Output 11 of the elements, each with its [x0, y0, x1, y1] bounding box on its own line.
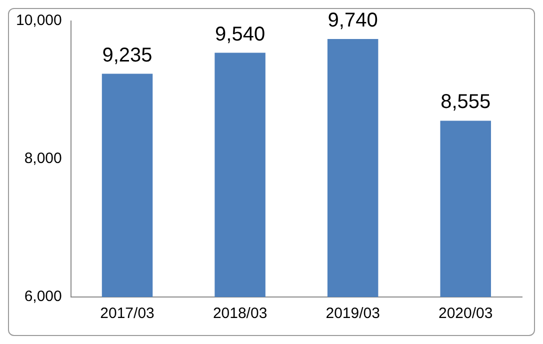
x-tick-label: 2020/03	[438, 305, 493, 322]
y-tick-label: 8,000	[24, 150, 62, 168]
data-label: 9,540	[215, 23, 266, 46]
x-tick-label: 2018/03	[212, 305, 268, 322]
data-label: 9,235	[102, 44, 152, 66]
x-tick-label: 2017/03	[100, 305, 154, 322]
x-tick-label: 2019/03	[326, 305, 380, 322]
data-label: 8,555	[440, 91, 491, 114]
y-tick-label: 10,000	[16, 12, 62, 30]
y-tick-label: 6,000	[24, 288, 62, 306]
data-label: 9,740	[328, 9, 378, 32]
